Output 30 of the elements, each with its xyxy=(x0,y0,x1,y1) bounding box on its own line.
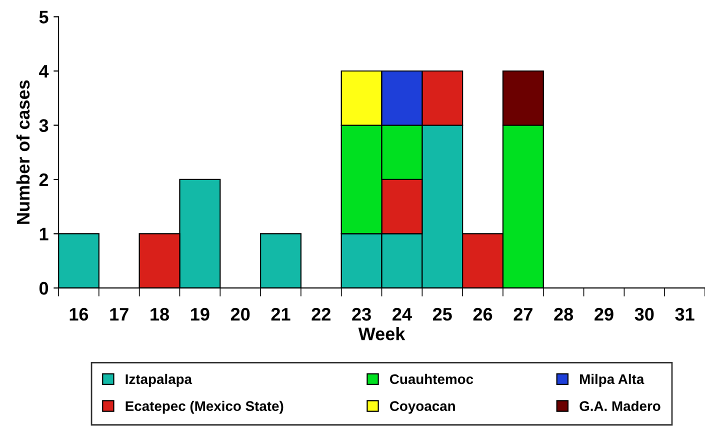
x-tick-label: 20 xyxy=(230,308,250,321)
legend-label: Ecatepec (Mexico State) xyxy=(126,400,284,414)
x-tick-label: 19 xyxy=(191,308,210,321)
x-tick-label: 25 xyxy=(432,308,452,321)
y-tick-label: 2 xyxy=(39,173,48,186)
y-tick-label: 4 xyxy=(39,65,49,78)
x-tick-label: 30 xyxy=(634,308,654,321)
y-tick-label: 0 xyxy=(39,282,48,295)
legend-label: Coyoacan xyxy=(390,401,455,414)
x-tick-label: 18 xyxy=(150,308,170,321)
x-tick-label: 29 xyxy=(594,308,614,321)
x-tick-label: 21 xyxy=(271,308,290,320)
legend-label: Milpa Alta xyxy=(580,374,644,387)
x-tick-label: 27 xyxy=(514,308,532,320)
legend-label: G.A. Madero xyxy=(580,400,660,412)
x-tick-label: 22 xyxy=(312,308,330,320)
x-tick-label: 24 xyxy=(392,308,412,320)
legend-label: Iztapalapa xyxy=(126,374,192,387)
y-tick-label: 3 xyxy=(39,119,48,132)
y-tick-label: 5 xyxy=(39,10,48,24)
y-axis-title: Number of cases xyxy=(16,80,30,224)
x-tick-label: 28 xyxy=(554,308,574,321)
x-axis-title: Week xyxy=(358,327,406,340)
x-tick-label: 31 xyxy=(675,308,694,321)
y-tick-label: 1 xyxy=(40,228,48,240)
legend-label: Cuauhtemoc xyxy=(390,374,474,384)
x-tick-label: 23 xyxy=(352,308,371,321)
x-tick-label: 16 xyxy=(70,308,88,321)
x-tick-label: 26 xyxy=(473,308,492,321)
x-tick-label: 17 xyxy=(110,308,128,320)
